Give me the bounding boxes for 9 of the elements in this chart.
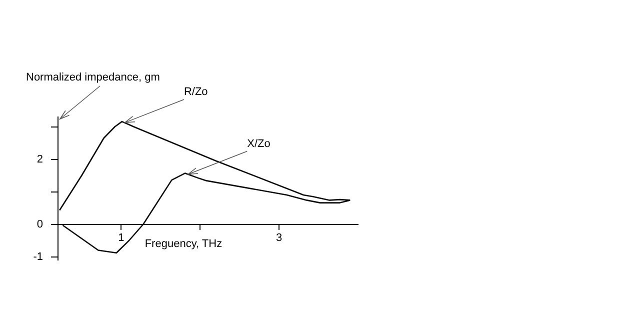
y-tick-label: -1 bbox=[33, 250, 43, 263]
y-tick-label: 0 bbox=[36, 218, 43, 230]
text: X/Zo bbox=[247, 138, 270, 150]
text: R/Zo bbox=[184, 86, 208, 98]
x-tick-label: 3 bbox=[276, 232, 282, 244]
y-axis-title: Normalized impedance, gm bbox=[26, 72, 160, 84]
x-tick-label: 1 bbox=[118, 232, 124, 244]
x-axis-title: Freguency, THz bbox=[144, 238, 222, 250]
y-tick-label: 2 bbox=[36, 153, 43, 166]
